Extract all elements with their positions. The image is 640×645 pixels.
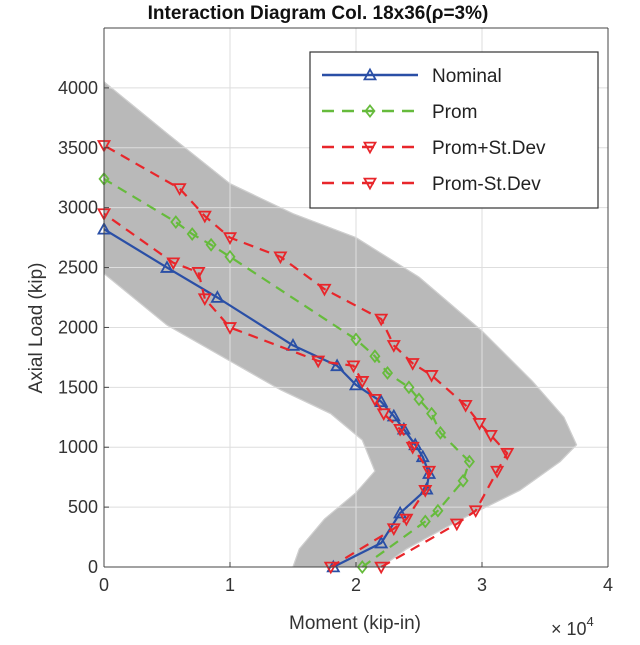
data-point-marker (399, 513, 414, 527)
data-point-marker (222, 232, 238, 245)
data-point-marker (432, 503, 444, 518)
data-point-marker (330, 358, 345, 372)
data-point-marker (273, 251, 288, 265)
data-point-marker (374, 535, 389, 549)
data-point-marker (403, 380, 415, 395)
x-exponent-label: × 104 (551, 614, 594, 639)
legend-label: Prom (432, 102, 477, 123)
data-point-marker (186, 227, 198, 241)
simulation-band-layer (103, 80, 578, 568)
data-point-marker (285, 338, 301, 351)
y-axis-label: Axial Load (kip) (26, 263, 47, 394)
x-tick-label: 0 (99, 575, 109, 595)
data-point-marker (369, 349, 381, 364)
series-line (103, 228, 431, 568)
data-point-marker (362, 67, 378, 81)
data-point-marker (483, 429, 498, 443)
data-point-marker (362, 177, 378, 191)
data-point-marker (449, 518, 464, 532)
y-tick-label: 1500 (58, 377, 98, 397)
y-tick-label: 3000 (58, 198, 98, 218)
data-point-marker (424, 370, 439, 383)
data-point-marker (468, 505, 483, 519)
axis-layer: 0 1 2 3 4 0 500 1000 1500 2000 2500 3000 3500 4000 (58, 27, 613, 595)
legend-label: Nominal (432, 66, 502, 87)
data-point-marker (386, 340, 401, 353)
data-point-marker (159, 260, 175, 273)
series-line (103, 177, 471, 568)
data-point-marker (374, 394, 389, 408)
data-point-marker (426, 406, 438, 421)
y-tick-label: 1000 (58, 437, 98, 457)
data-point-marker (197, 210, 212, 224)
data-point-marker (350, 332, 362, 347)
data-point-marker (374, 561, 389, 575)
series-layer (96, 140, 515, 575)
data-point-marker (367, 394, 382, 407)
data-point-marker (386, 523, 401, 537)
series-prom-st-dev (96, 208, 437, 575)
y-tick-label: 2500 (58, 258, 98, 278)
data-point-marker (346, 360, 361, 374)
data-point-marker (405, 358, 420, 371)
data-point-marker (362, 141, 378, 155)
data-point-marker (166, 257, 181, 271)
data-point-marker (472, 417, 487, 431)
data-point-marker (434, 425, 446, 440)
data-point-marker (374, 313, 389, 327)
data-point-marker (317, 283, 332, 297)
data-point-marker (323, 561, 338, 575)
data-point-marker (356, 560, 368, 574)
legend-box (309, 51, 599, 209)
data-point-marker (422, 465, 437, 479)
data-point-marker (386, 408, 401, 422)
x-tick-label: 2 (351, 575, 361, 595)
legend-label: Prom+St.Dev (432, 138, 546, 159)
data-point-marker (376, 408, 391, 422)
data-point-marker (490, 465, 505, 479)
legend: Nominal Prom Prom+St.Dev Prom-St.Dev (309, 51, 599, 209)
data-point-marker (381, 366, 394, 380)
data-point-marker (364, 104, 376, 118)
data-point-marker (170, 215, 182, 229)
data-point-marker (210, 290, 225, 303)
simulation-band-inner-edge (103, 273, 376, 568)
data-point-marker (463, 454, 475, 469)
data-point-marker (393, 423, 408, 437)
data-point-marker (222, 322, 238, 335)
series-prom-st-dev (96, 140, 515, 575)
data-point-marker (224, 249, 236, 264)
y-tick-label: 0 (88, 557, 98, 577)
data-point-marker (405, 441, 420, 455)
data-point-marker (458, 399, 473, 413)
x-tick-label: 4 (603, 575, 613, 595)
data-point-marker (205, 237, 217, 252)
data-point-marker (348, 377, 364, 391)
y-tick-label: 2000 (58, 317, 98, 337)
data-point-marker (457, 473, 469, 488)
series-prom (98, 171, 475, 574)
series-line (103, 212, 431, 568)
x-tick-label: 3 (477, 575, 487, 595)
data-point-marker (172, 183, 187, 196)
data-point-marker (393, 505, 408, 519)
y-tick-label: 4000 (58, 78, 98, 98)
data-point-marker (419, 514, 431, 529)
chart-title: Interaction Diagram Col. 18x36(ρ=3%) (148, 3, 489, 24)
x-axis-label: Moment (kip-in) (289, 613, 421, 634)
data-point-marker (418, 485, 433, 498)
y-tick-label: 500 (68, 497, 98, 517)
series-line (103, 144, 509, 568)
x-tick-label: 1 (225, 575, 235, 595)
data-point-marker (191, 267, 206, 280)
data-point-marker (500, 447, 515, 461)
y-tick-label: 3500 (58, 138, 98, 158)
data-point-marker (355, 376, 370, 389)
data-point-marker (311, 355, 326, 369)
legend-label: Prom-St.Dev (432, 174, 541, 195)
data-point-marker (197, 293, 212, 307)
data-point-marker (413, 392, 425, 407)
